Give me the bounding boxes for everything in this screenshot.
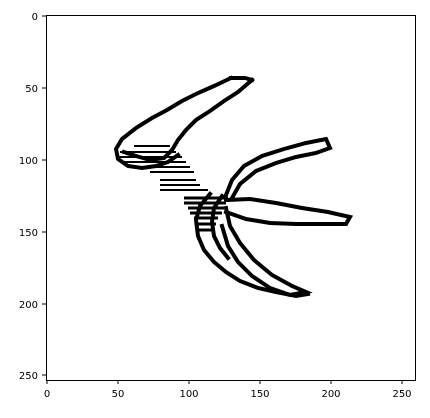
x-tick-label: 150	[250, 389, 269, 400]
x-tick-label: 200	[321, 389, 340, 400]
x-tick-label: 250	[392, 389, 411, 400]
y-tick-label: 200	[19, 300, 38, 311]
y-tick-label: 250	[19, 371, 38, 382]
drawing	[113, 75, 354, 299]
x-axis: 0 50 100 150 200 250	[44, 380, 412, 400]
y-axis: 0 50 100 150 200 250	[19, 12, 46, 382]
x-tick-label: 0	[44, 389, 50, 400]
middle-right-petal	[223, 196, 354, 226]
upper-leaf-inner	[121, 77, 255, 163]
junction-hatching	[184, 196, 228, 232]
x-tick-label: 50	[112, 389, 125, 400]
x-tick-label: 100	[179, 389, 198, 400]
y-tick-label: 50	[25, 84, 38, 95]
y-tick-label: 0	[32, 12, 38, 23]
y-tick-label: 150	[19, 228, 38, 239]
upper-hatching	[118, 145, 208, 191]
y-tick-label: 100	[19, 156, 38, 167]
upper-right-petal	[223, 136, 333, 201]
lower-right-petal	[219, 205, 313, 298]
upper-leaf-tip	[229, 76, 255, 83]
